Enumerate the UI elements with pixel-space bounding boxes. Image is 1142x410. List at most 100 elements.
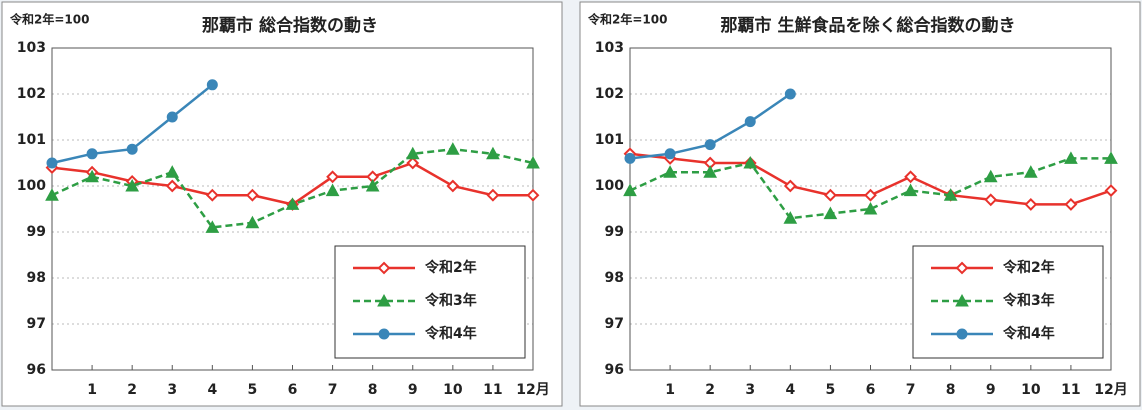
y-tick-label: 102 xyxy=(595,86,624,102)
y-tick-label: 103 xyxy=(17,40,46,56)
x-tick-label: 1 xyxy=(87,382,97,398)
marker xyxy=(1064,151,1078,164)
y-tick-label: 98 xyxy=(27,270,46,286)
y-tick-label: 103 xyxy=(595,40,624,56)
marker xyxy=(406,156,420,170)
marker xyxy=(326,170,339,184)
marker xyxy=(824,188,837,202)
marker xyxy=(45,188,59,201)
legend-label: 令和4年 xyxy=(424,325,477,342)
marker xyxy=(624,152,636,164)
legend-label: 令和2年 xyxy=(1002,259,1055,276)
marker xyxy=(955,293,969,307)
x-tick-label: 12月 xyxy=(516,382,549,398)
x-tick-label: 10 xyxy=(443,382,463,398)
x-tick-label: 3 xyxy=(167,382,177,398)
marker xyxy=(246,188,259,202)
marker xyxy=(86,148,98,160)
marker xyxy=(783,211,798,224)
marker xyxy=(984,193,998,207)
marker xyxy=(526,155,540,169)
chart-panel: 令和2年=100 那覇市 生鮮食品を除く総合指数の動き96979899100101… xyxy=(579,1,1141,407)
marker xyxy=(955,261,969,275)
marker xyxy=(125,178,140,192)
marker xyxy=(983,169,998,183)
y-tick-label: 97 xyxy=(27,316,46,332)
marker xyxy=(165,179,179,193)
x-tick-label: 12月 xyxy=(1094,382,1127,398)
y-tick-label: 96 xyxy=(605,362,624,378)
x-tick-label: 6 xyxy=(288,382,298,398)
marker xyxy=(405,146,420,160)
marker xyxy=(378,328,390,340)
marker xyxy=(704,139,716,151)
x-tick-label: 7 xyxy=(328,382,338,398)
marker xyxy=(85,169,99,183)
x-tick-label: 10 xyxy=(1021,382,1041,398)
marker xyxy=(126,143,138,155)
marker xyxy=(903,183,918,197)
unit-label: 令和2年=100 xyxy=(587,12,667,27)
chart-title: 那覇市 総合指数の動き xyxy=(202,15,378,36)
x-tick-label: 4 xyxy=(207,382,217,398)
x-tick-label: 2 xyxy=(127,382,137,398)
marker xyxy=(325,183,340,197)
x-tick-label: 4 xyxy=(785,382,795,398)
marker xyxy=(377,261,391,275)
chart-panel: 令和2年=100 那覇市 総合指数の動き969798991001011021031… xyxy=(1,1,563,407)
marker xyxy=(1104,184,1118,198)
x-tick-label: 2 xyxy=(705,382,715,398)
marker xyxy=(245,215,260,229)
legend-label: 令和2年 xyxy=(424,259,477,276)
x-tick-label: 3 xyxy=(745,382,755,398)
y-tick-label: 102 xyxy=(17,86,46,102)
marker xyxy=(664,148,676,160)
x-tick-label: 1 xyxy=(665,382,675,398)
legend-label: 令和3年 xyxy=(424,292,477,309)
marker xyxy=(744,116,756,128)
marker xyxy=(165,165,180,178)
x-tick-label: 5 xyxy=(826,382,836,398)
marker xyxy=(943,188,958,201)
marker xyxy=(703,165,718,178)
x-tick-label: 8 xyxy=(946,382,956,398)
marker xyxy=(377,293,391,307)
marker xyxy=(1064,197,1078,211)
x-tick-label: 6 xyxy=(866,382,876,398)
marker xyxy=(904,170,917,184)
marker xyxy=(663,165,677,178)
marker xyxy=(783,179,797,193)
x-tick-label: 9 xyxy=(986,382,996,398)
marker xyxy=(446,179,460,193)
x-tick-label: 7 xyxy=(906,382,916,398)
marker xyxy=(205,220,220,233)
marker xyxy=(864,188,877,202)
y-tick-label: 99 xyxy=(605,224,624,240)
marker xyxy=(1104,151,1118,164)
marker xyxy=(365,178,380,192)
x-tick-label: 5 xyxy=(248,382,258,398)
y-tick-label: 100 xyxy=(17,178,46,194)
marker xyxy=(205,188,219,202)
chart-title: 那覇市 生鮮食品を除く総合指数の動き xyxy=(721,15,1016,36)
y-tick-label: 100 xyxy=(595,178,624,194)
x-tick-label: 9 xyxy=(408,382,418,398)
marker xyxy=(863,201,878,215)
marker xyxy=(486,146,500,160)
x-tick-label: 11 xyxy=(1061,382,1080,398)
y-tick-label: 99 xyxy=(27,224,46,240)
marker xyxy=(445,142,460,155)
marker xyxy=(206,79,218,91)
y-tick-label: 98 xyxy=(605,270,624,286)
marker xyxy=(486,188,500,202)
x-tick-label: 11 xyxy=(483,382,502,398)
marker xyxy=(956,328,968,340)
y-tick-label: 101 xyxy=(17,132,46,148)
x-tick-label: 8 xyxy=(368,382,378,398)
marker xyxy=(166,111,178,123)
legend-label: 令和3年 xyxy=(1002,292,1055,309)
y-tick-label: 96 xyxy=(27,362,46,378)
marker xyxy=(285,197,300,210)
marker xyxy=(784,88,796,100)
